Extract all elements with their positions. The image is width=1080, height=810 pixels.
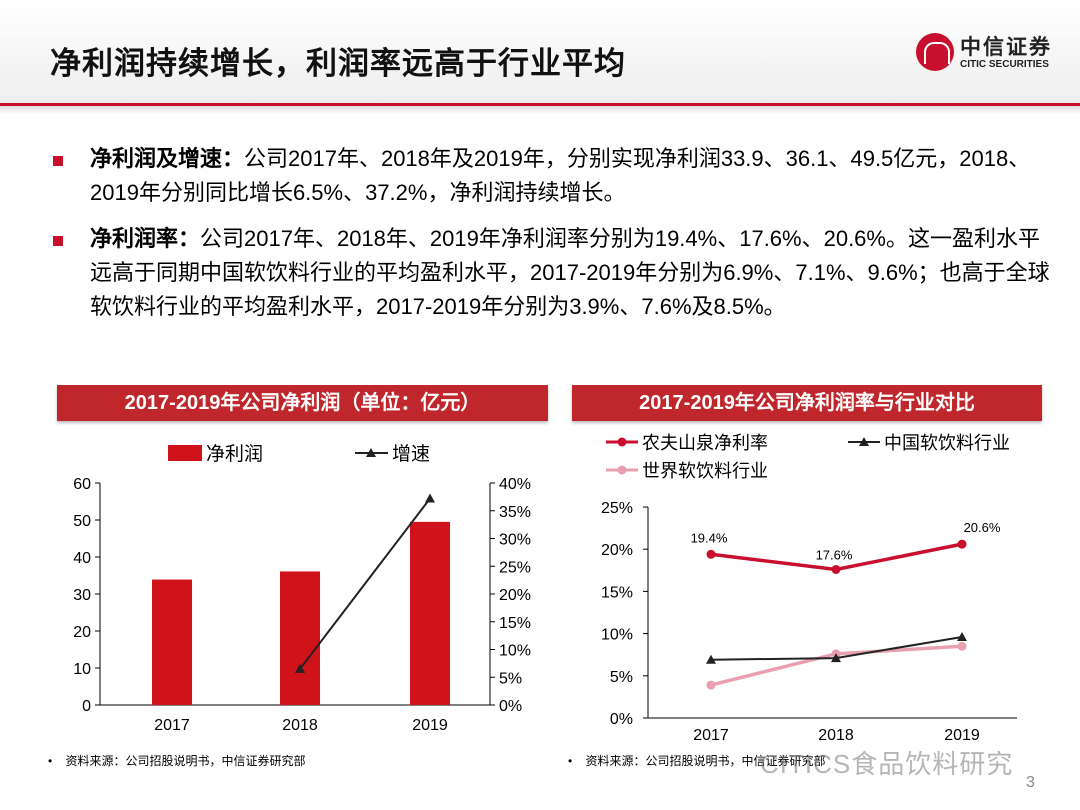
legend-bar-swatch: [168, 445, 202, 461]
bullet-label: 净利润率：: [90, 226, 201, 251]
x-tick-label: 2019: [412, 717, 448, 734]
page-number: 3: [1026, 774, 1035, 791]
title-bar: [0, 0, 1080, 104]
circle-marker: [706, 549, 716, 559]
legend-triangle-icon: [366, 448, 376, 457]
legend-circle-icon: [617, 437, 627, 447]
growth-marker: [425, 493, 435, 503]
data-label: 17.6%: [816, 547, 853, 562]
bullet-square-icon: [53, 156, 63, 166]
y-tick-label: 5%: [610, 669, 633, 686]
y-tick-label: 10: [73, 661, 91, 678]
circle-marker: [957, 539, 967, 549]
bullet-margin: 净利润率：公司2017年、2018年、2019年净利润率分别为19.4%、17.…: [90, 222, 1050, 324]
circle-marker: [957, 641, 967, 651]
y-tick-label: 50: [73, 513, 91, 530]
growth-marker: [295, 663, 305, 673]
y2-tick-label: 40%: [499, 476, 531, 493]
source-note-right: • 资料来源：公司招股说明书，中信证券研究部: [568, 754, 826, 768]
x-tick-label: 2019: [944, 727, 980, 744]
source-text: 资料来源：公司招股说明书，中信证券研究部: [585, 754, 826, 768]
logo-text-cn: 中信证券: [960, 36, 1052, 59]
y-tick-label: 40: [73, 550, 91, 567]
bar-2017: [152, 579, 192, 705]
y2-tick-label: 25%: [499, 559, 531, 576]
circle-marker: [831, 564, 841, 574]
y2-tick-label: 10%: [499, 643, 531, 660]
y-tick-label: 15%: [601, 584, 633, 601]
triangle-marker: [957, 631, 967, 641]
y-tick-label: 20: [73, 624, 91, 641]
x-tick-label: 2018: [818, 727, 854, 744]
y-tick-label: 25%: [601, 500, 633, 517]
y-tick-label: 20%: [601, 542, 633, 559]
bullet-text: 公司2017年、2018年、2019年净利润率分别为19.4%、17.6%、20…: [90, 226, 1050, 319]
growth-line: [299, 497, 431, 670]
legend-circle-icon: [617, 465, 627, 475]
page-title: 净利润持续增长，利润率远高于行业平均: [50, 46, 626, 81]
chart1-title: 2017-2019年公司净利润（单位：亿元）: [57, 385, 548, 421]
triangle-marker: [706, 654, 716, 664]
data-label: 19.4%: [691, 530, 728, 545]
bar-2019: [410, 521, 450, 705]
bullet-label: 净利润及增速：: [90, 146, 245, 171]
triangle-marker: [831, 653, 841, 663]
x-tick-label: 2017: [154, 717, 190, 734]
y2-tick-label: 5%: [499, 670, 522, 687]
divider-shadow: [0, 106, 1080, 114]
citic-logo-icon: [916, 33, 954, 71]
bullet-net-profit: 净利润及增速：公司2017年、2018年及2019年，分别实现净利润33.9、3…: [90, 142, 1050, 210]
y2-tick-label: 35%: [499, 504, 531, 521]
data-label: 20.6%: [964, 520, 1001, 535]
legend-label: 世界软饮料行业: [642, 461, 768, 481]
legend-label: 中国软饮料行业: [884, 433, 1010, 453]
legend-label: 农夫山泉净利率: [642, 433, 768, 453]
source-note-left: • 资料来源：公司招股说明书，中信证券研究部: [48, 754, 306, 768]
bullet-text: 公司2017年、2018年及2019年，分别实现净利润33.9、36.1、49.…: [90, 146, 1031, 205]
citic-logo: 中信证券 CITIC SECURITIES: [916, 33, 1066, 78]
watermark: CITICS食品饮料研究: [760, 749, 1014, 779]
title-divider: [0, 103, 1080, 106]
logo-text-en: CITIC SECURITIES: [960, 59, 1049, 70]
x-tick-label: 2017: [693, 727, 729, 744]
y-tick-label: 60: [73, 476, 91, 493]
y2-tick-label: 15%: [499, 615, 531, 632]
legend-triangle-icon: [859, 437, 869, 446]
legend-label: 净利润: [206, 443, 263, 465]
source-text: 资料来源：公司招股说明书，中信证券研究部: [65, 754, 306, 768]
y-tick-label: 0%: [610, 711, 633, 728]
y2-tick-label: 20%: [499, 587, 531, 604]
y-tick-label: 30: [73, 587, 91, 604]
y2-tick-label: 0%: [499, 698, 522, 715]
legend-label: 增速: [392, 443, 430, 465]
y-tick-label: 0: [82, 698, 91, 715]
margin-comparison-chart: 0% 5% 10% 15% 20% 25% 2017 2018 2019 19.4% 17.6% 20…: [601, 433, 1017, 744]
y-tick-label: 10%: [601, 627, 633, 644]
chart2-title: 2017-2019年公司净利润率与行业对比: [572, 385, 1042, 421]
y2-tick-label: 30%: [499, 532, 531, 549]
net-profit-chart: 0 10 20 30 40 50 60 0% 5% 10% 15% 20% 25% 30% 35% 40% 20…: [73, 443, 531, 734]
circle-marker: [706, 680, 716, 690]
x-tick-label: 2018: [282, 717, 318, 734]
bullet-square-icon: [53, 236, 63, 246]
bar-2018: [280, 571, 320, 705]
